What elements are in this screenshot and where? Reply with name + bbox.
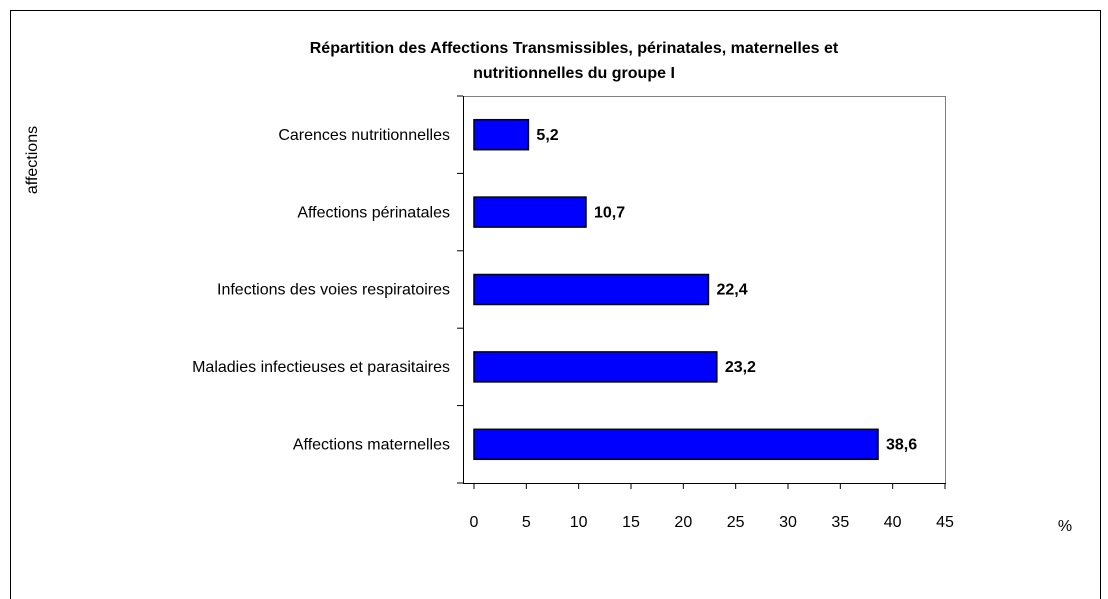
data-label: 10,7 (594, 204, 625, 221)
frame (10, 10, 1101, 599)
y-tick-label: Affections maternelles (293, 437, 450, 454)
bar (473, 118, 530, 151)
x-tick-label: 35 (831, 514, 849, 531)
data-label: 22,4 (716, 282, 747, 299)
data-label: 5,2 (536, 127, 558, 144)
x-tick-label: 40 (884, 514, 902, 531)
x-axis-label: % (1058, 518, 1072, 535)
y-axis-label: affections (24, 126, 41, 194)
chart-title: Répartition des Affections Transmissible… (309, 40, 839, 82)
x-tick-label: 45 (936, 514, 954, 531)
bar (473, 196, 587, 228)
bar (473, 273, 710, 306)
y-tick-label: Affections périnatales (297, 204, 450, 221)
x-tick-label: 30 (779, 514, 797, 531)
x-tick-label: 25 (727, 514, 745, 531)
y-tick-label: Infections des voies respiratoires (217, 282, 450, 299)
x-tick-label: 0 (470, 514, 479, 531)
x-tick-label: 5 (522, 514, 531, 531)
bar (473, 428, 879, 461)
x-tick-label: 20 (674, 514, 692, 531)
data-label: 23,2 (725, 359, 756, 376)
data-label: 38,6 (886, 437, 917, 454)
x-tick-label: 10 (570, 514, 588, 531)
y-tick-label: Carences nutritionnelles (278, 127, 450, 144)
x-tick-label: 15 (622, 514, 640, 531)
bar (473, 351, 718, 383)
y-tick-label: Maladies infectieuses et parasitaires (192, 359, 450, 376)
